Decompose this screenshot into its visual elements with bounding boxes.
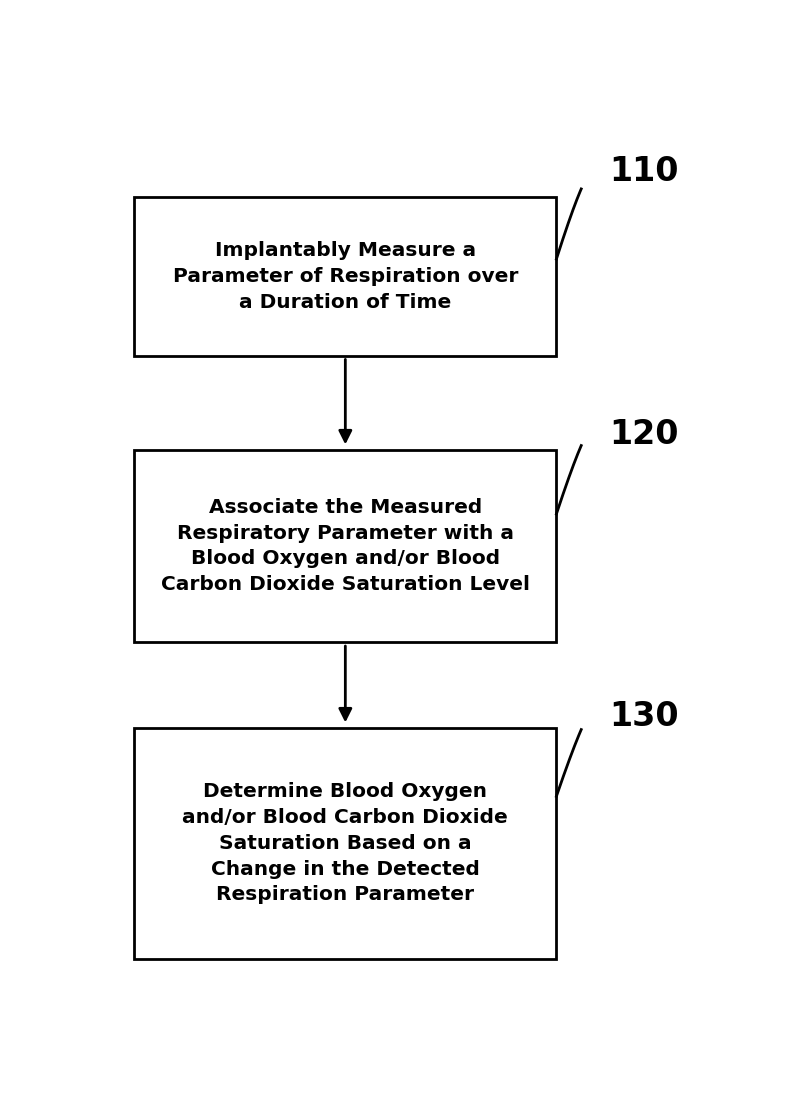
Text: Associate the Measured
Respiratory Parameter with a
Blood Oxygen and/or Blood
Ca: Associate the Measured Respiratory Param…	[161, 498, 529, 594]
FancyBboxPatch shape	[135, 450, 557, 642]
Text: 110: 110	[609, 156, 678, 189]
FancyBboxPatch shape	[135, 728, 557, 959]
Text: 120: 120	[609, 418, 678, 451]
FancyBboxPatch shape	[135, 198, 557, 356]
Text: 130: 130	[609, 700, 678, 733]
Text: Determine Blood Oxygen
and/or Blood Carbon Dioxide
Saturation Based on a
Change : Determine Blood Oxygen and/or Blood Carb…	[183, 782, 508, 904]
Text: Implantably Measure a
Parameter of Respiration over
a Duration of Time: Implantably Measure a Parameter of Respi…	[173, 241, 518, 312]
